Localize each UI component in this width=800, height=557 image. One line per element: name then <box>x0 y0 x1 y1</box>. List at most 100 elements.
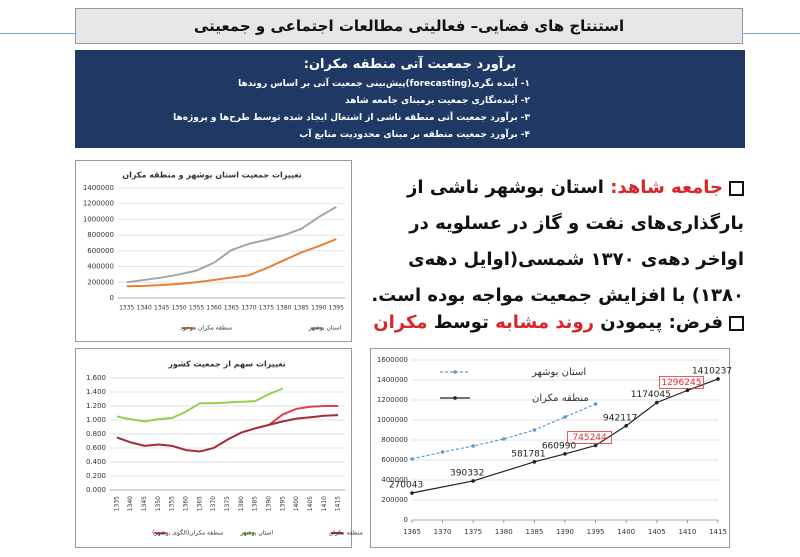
legend-label: استان بوشهر <box>308 325 342 332</box>
label-highlight <box>567 431 612 444</box>
legend-marker <box>453 396 457 400</box>
data-label: 745244 <box>572 433 607 443</box>
y-tick-label: 0 <box>404 516 408 524</box>
y-tick-label: 1200000 <box>377 396 408 404</box>
x-tick-label: 1375 <box>224 496 231 511</box>
x-tick-label: 1375 <box>464 528 482 536</box>
x-tick-label: 1365 <box>403 528 421 536</box>
x-tick-label: 1360 <box>183 496 190 511</box>
x-tick-label: 1335 <box>113 496 120 511</box>
point <box>532 428 537 432</box>
y-tick-label: 1.200 <box>86 402 106 410</box>
bullet: جامعه شاهد: استان بوشهر ناشی از بارگذاری… <box>360 170 744 314</box>
point <box>440 450 445 454</box>
y-tick-label: 0 <box>110 294 114 302</box>
box-line: ۲- آینده‌نگاری جمعیت برمبنای جامعه شاهد <box>345 96 530 106</box>
data-label: 660990 <box>542 441 577 451</box>
point <box>624 423 628 428</box>
point <box>410 457 414 461</box>
x-tick-label: 1390 <box>265 496 272 511</box>
data-label: 270043 <box>389 480 423 490</box>
x-tick-label: 1370 <box>210 496 217 511</box>
point <box>593 443 598 448</box>
y-tick-label: 1.000 <box>86 416 106 424</box>
point <box>471 444 476 448</box>
x-tick-label: 1390 <box>556 528 574 536</box>
x-tick-label: 1340 <box>127 496 134 511</box>
y-tick-label: 800000 <box>381 436 408 444</box>
x-tick-label: 1395 <box>279 496 286 511</box>
data-label: 942117 <box>603 413 637 423</box>
chart-title: تغییرات جمعیت استان بوشهر و منطقه مکران <box>122 171 302 180</box>
x-tick-label: 1365 <box>224 305 239 312</box>
y-tick-label: 1000000 <box>83 215 114 223</box>
bullet-text: توسط <box>427 312 496 333</box>
legend-label: منطقه مکران <box>532 393 589 404</box>
data-label: 1174045 <box>631 390 671 400</box>
x-tick-label: 1365 <box>196 496 203 511</box>
y-tick-label: 0.800 <box>86 430 106 438</box>
y-tick-label: 0.400 <box>86 458 106 466</box>
point <box>655 400 659 405</box>
x-tick-label: 1415 <box>709 528 727 536</box>
chart-title: تغییرات سهم از جمعیت کشور <box>167 360 286 369</box>
x-tick-label: 1380 <box>276 305 291 312</box>
y-tick-label: 400000 <box>381 476 408 484</box>
bullet-text: مکران <box>373 312 428 333</box>
chart-frame <box>370 348 730 548</box>
x-tick-label: 1400 <box>293 496 300 511</box>
x-tick-label: 1410 <box>678 528 696 536</box>
y-tick-label: 0.600 <box>86 444 106 452</box>
y-tick-label: 800000 <box>87 231 114 239</box>
bullet-text: فرض: پیمودن <box>594 312 723 333</box>
series-line <box>268 405 339 426</box>
series-line <box>126 238 337 288</box>
point <box>563 452 567 456</box>
bullet-text: جامعه شاهد: <box>610 177 723 198</box>
legend-label: منطقه مکران <box>329 530 363 537</box>
x-tick-label: 1405 <box>307 496 314 511</box>
data-label: 1410237 <box>692 366 732 376</box>
data-label: 1296245 <box>661 378 701 388</box>
y-tick-label: 1400000 <box>377 376 408 384</box>
x-tick-label: 1370 <box>434 528 452 536</box>
point <box>563 415 567 419</box>
box-line: ۴- برآورد جمعیت منطقه بر مبنای محدودیت م… <box>299 130 530 140</box>
label-highlight <box>659 375 704 389</box>
y-tick-label: 600000 <box>87 247 114 255</box>
point <box>410 491 414 495</box>
legend-label: منطقه مکران موجود <box>180 325 232 332</box>
y-tick-label: 400000 <box>87 263 114 271</box>
x-tick-label: 1385 <box>525 528 543 536</box>
x-tick-label: 1345 <box>141 496 148 511</box>
y-tick-label: 200000 <box>87 278 114 286</box>
bullet: فرض: پیمودن روند مشابه توسط مکران <box>360 305 744 341</box>
box-title: برآورد جمعیت آتی منطقه مکران: <box>303 57 517 72</box>
x-tick-label: 1375 <box>259 305 274 312</box>
legend-label: منطقه مکران(الگوی بوشهر) <box>152 529 223 537</box>
data-label: 390332 <box>450 468 484 478</box>
x-tick-label: 1400 <box>617 528 635 536</box>
y-tick-label: 0.200 <box>86 472 106 480</box>
box-lines: ۱- آینده نگری(forecasting)پیش‌بینی جمعیت… <box>75 76 745 144</box>
y-tick-label: 1.600 <box>86 374 106 382</box>
x-tick-label: 1345 <box>154 305 169 312</box>
x-tick-label: 1380 <box>495 528 513 536</box>
y-tick-label: 1.400 <box>86 388 106 396</box>
x-tick-label: 1405 <box>648 528 666 536</box>
y-tick-label: 200000 <box>381 496 408 504</box>
bullet-box <box>729 315 744 331</box>
point <box>502 437 506 441</box>
point <box>593 402 598 406</box>
x-tick-label: 1340 <box>137 305 152 312</box>
legend-label: استان بوشهر <box>240 530 274 537</box>
y-tick-label: 1000000 <box>377 416 408 424</box>
x-tick-label: 1355 <box>189 305 204 312</box>
legend-label: استان بوشهر <box>531 367 586 378</box>
y-tick-label: 600000 <box>381 456 408 464</box>
bullet-box <box>729 180 744 196</box>
point <box>471 479 476 483</box>
y-tick-label: 1400000 <box>83 184 114 192</box>
